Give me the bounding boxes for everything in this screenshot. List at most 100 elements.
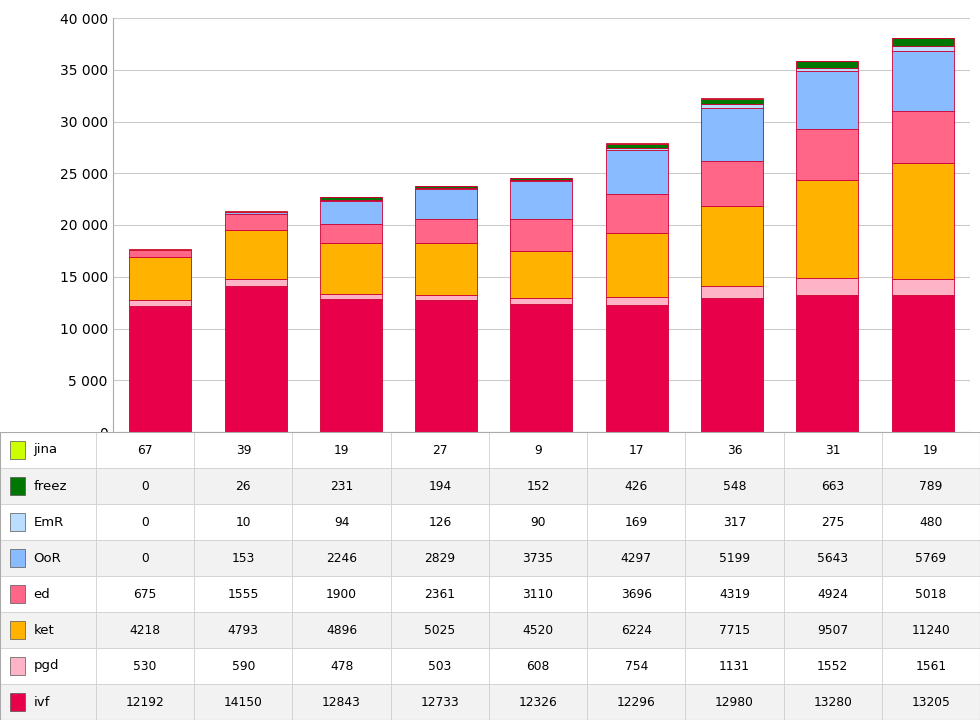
Text: 126: 126 xyxy=(428,516,452,528)
Bar xyxy=(194,468,292,504)
Bar xyxy=(797,61,858,68)
Bar xyxy=(685,684,784,720)
Bar xyxy=(784,432,882,468)
Text: 13280: 13280 xyxy=(813,696,853,708)
Text: 317: 317 xyxy=(723,516,746,528)
Text: 5769: 5769 xyxy=(915,552,947,564)
Text: 590: 590 xyxy=(231,660,255,672)
Text: 231: 231 xyxy=(330,480,353,492)
Bar xyxy=(489,648,587,684)
Text: 1555: 1555 xyxy=(227,588,259,600)
Bar xyxy=(194,612,292,648)
Bar xyxy=(587,648,685,684)
Bar xyxy=(511,251,572,298)
Text: 1131: 1131 xyxy=(719,660,750,672)
Bar xyxy=(129,300,191,306)
Bar xyxy=(10,693,25,711)
Text: 19: 19 xyxy=(334,444,349,456)
Text: 13205: 13205 xyxy=(911,696,951,708)
Bar xyxy=(391,504,489,540)
Bar xyxy=(606,305,667,432)
Text: 1900: 1900 xyxy=(326,588,357,600)
Bar xyxy=(0,648,96,684)
Bar xyxy=(882,684,980,720)
Bar xyxy=(587,684,685,720)
Text: 12843: 12843 xyxy=(322,696,361,708)
Bar xyxy=(701,297,763,432)
Text: 17: 17 xyxy=(628,444,644,456)
Bar xyxy=(319,299,382,432)
Bar xyxy=(511,181,572,219)
Text: 2829: 2829 xyxy=(424,552,456,564)
Bar xyxy=(606,150,667,194)
Bar xyxy=(489,468,587,504)
Bar xyxy=(194,432,292,468)
Text: 19: 19 xyxy=(923,444,939,456)
Text: 548: 548 xyxy=(722,480,746,492)
Bar xyxy=(784,504,882,540)
Bar xyxy=(319,199,382,201)
Bar xyxy=(194,540,292,576)
Bar xyxy=(10,585,25,603)
Text: 4924: 4924 xyxy=(817,588,848,600)
Bar xyxy=(0,468,96,504)
Bar xyxy=(416,243,477,295)
Bar xyxy=(0,684,96,720)
Bar xyxy=(292,504,391,540)
Bar xyxy=(10,513,25,531)
Bar xyxy=(96,684,194,720)
Text: 275: 275 xyxy=(821,516,845,528)
Bar xyxy=(685,432,784,468)
Bar xyxy=(292,684,391,720)
Bar xyxy=(882,576,980,612)
Bar xyxy=(0,504,96,540)
Text: 3110: 3110 xyxy=(522,588,554,600)
Text: 1552: 1552 xyxy=(817,660,849,672)
Text: 9: 9 xyxy=(534,444,542,456)
Bar xyxy=(489,576,587,612)
Bar xyxy=(784,648,882,684)
Bar xyxy=(606,297,667,305)
Bar xyxy=(10,441,25,459)
Text: 5018: 5018 xyxy=(915,588,947,600)
Text: 153: 153 xyxy=(231,552,255,564)
Bar xyxy=(489,612,587,648)
Text: 12296: 12296 xyxy=(616,696,656,708)
Text: jina: jina xyxy=(33,444,58,456)
Text: 67: 67 xyxy=(137,444,153,456)
Bar xyxy=(194,504,292,540)
Text: 2246: 2246 xyxy=(326,552,357,564)
Bar xyxy=(416,219,477,243)
Bar xyxy=(892,295,954,432)
Text: 7715: 7715 xyxy=(719,624,750,636)
Bar xyxy=(224,212,286,214)
Text: 530: 530 xyxy=(133,660,157,672)
Bar xyxy=(511,179,572,181)
Text: 754: 754 xyxy=(624,660,648,672)
Text: 169: 169 xyxy=(624,516,648,528)
Text: 663: 663 xyxy=(821,480,845,492)
Text: 27: 27 xyxy=(432,444,448,456)
Bar xyxy=(391,612,489,648)
Text: 4319: 4319 xyxy=(719,588,750,600)
Text: 11240: 11240 xyxy=(911,624,951,636)
Bar xyxy=(416,300,477,432)
Bar xyxy=(224,279,286,286)
Bar xyxy=(416,295,477,300)
Bar xyxy=(882,504,980,540)
Bar xyxy=(797,68,858,71)
Bar xyxy=(606,233,667,297)
Bar xyxy=(96,432,194,468)
Text: ed: ed xyxy=(33,588,50,600)
Bar xyxy=(892,279,954,295)
Bar xyxy=(391,576,489,612)
Bar xyxy=(319,224,382,243)
Bar xyxy=(882,468,980,504)
Text: EmR: EmR xyxy=(33,516,64,528)
Bar xyxy=(0,612,96,648)
Bar xyxy=(797,71,858,129)
Text: 194: 194 xyxy=(428,480,452,492)
Text: 6224: 6224 xyxy=(620,624,652,636)
Bar xyxy=(10,549,25,567)
Text: 608: 608 xyxy=(526,660,550,672)
